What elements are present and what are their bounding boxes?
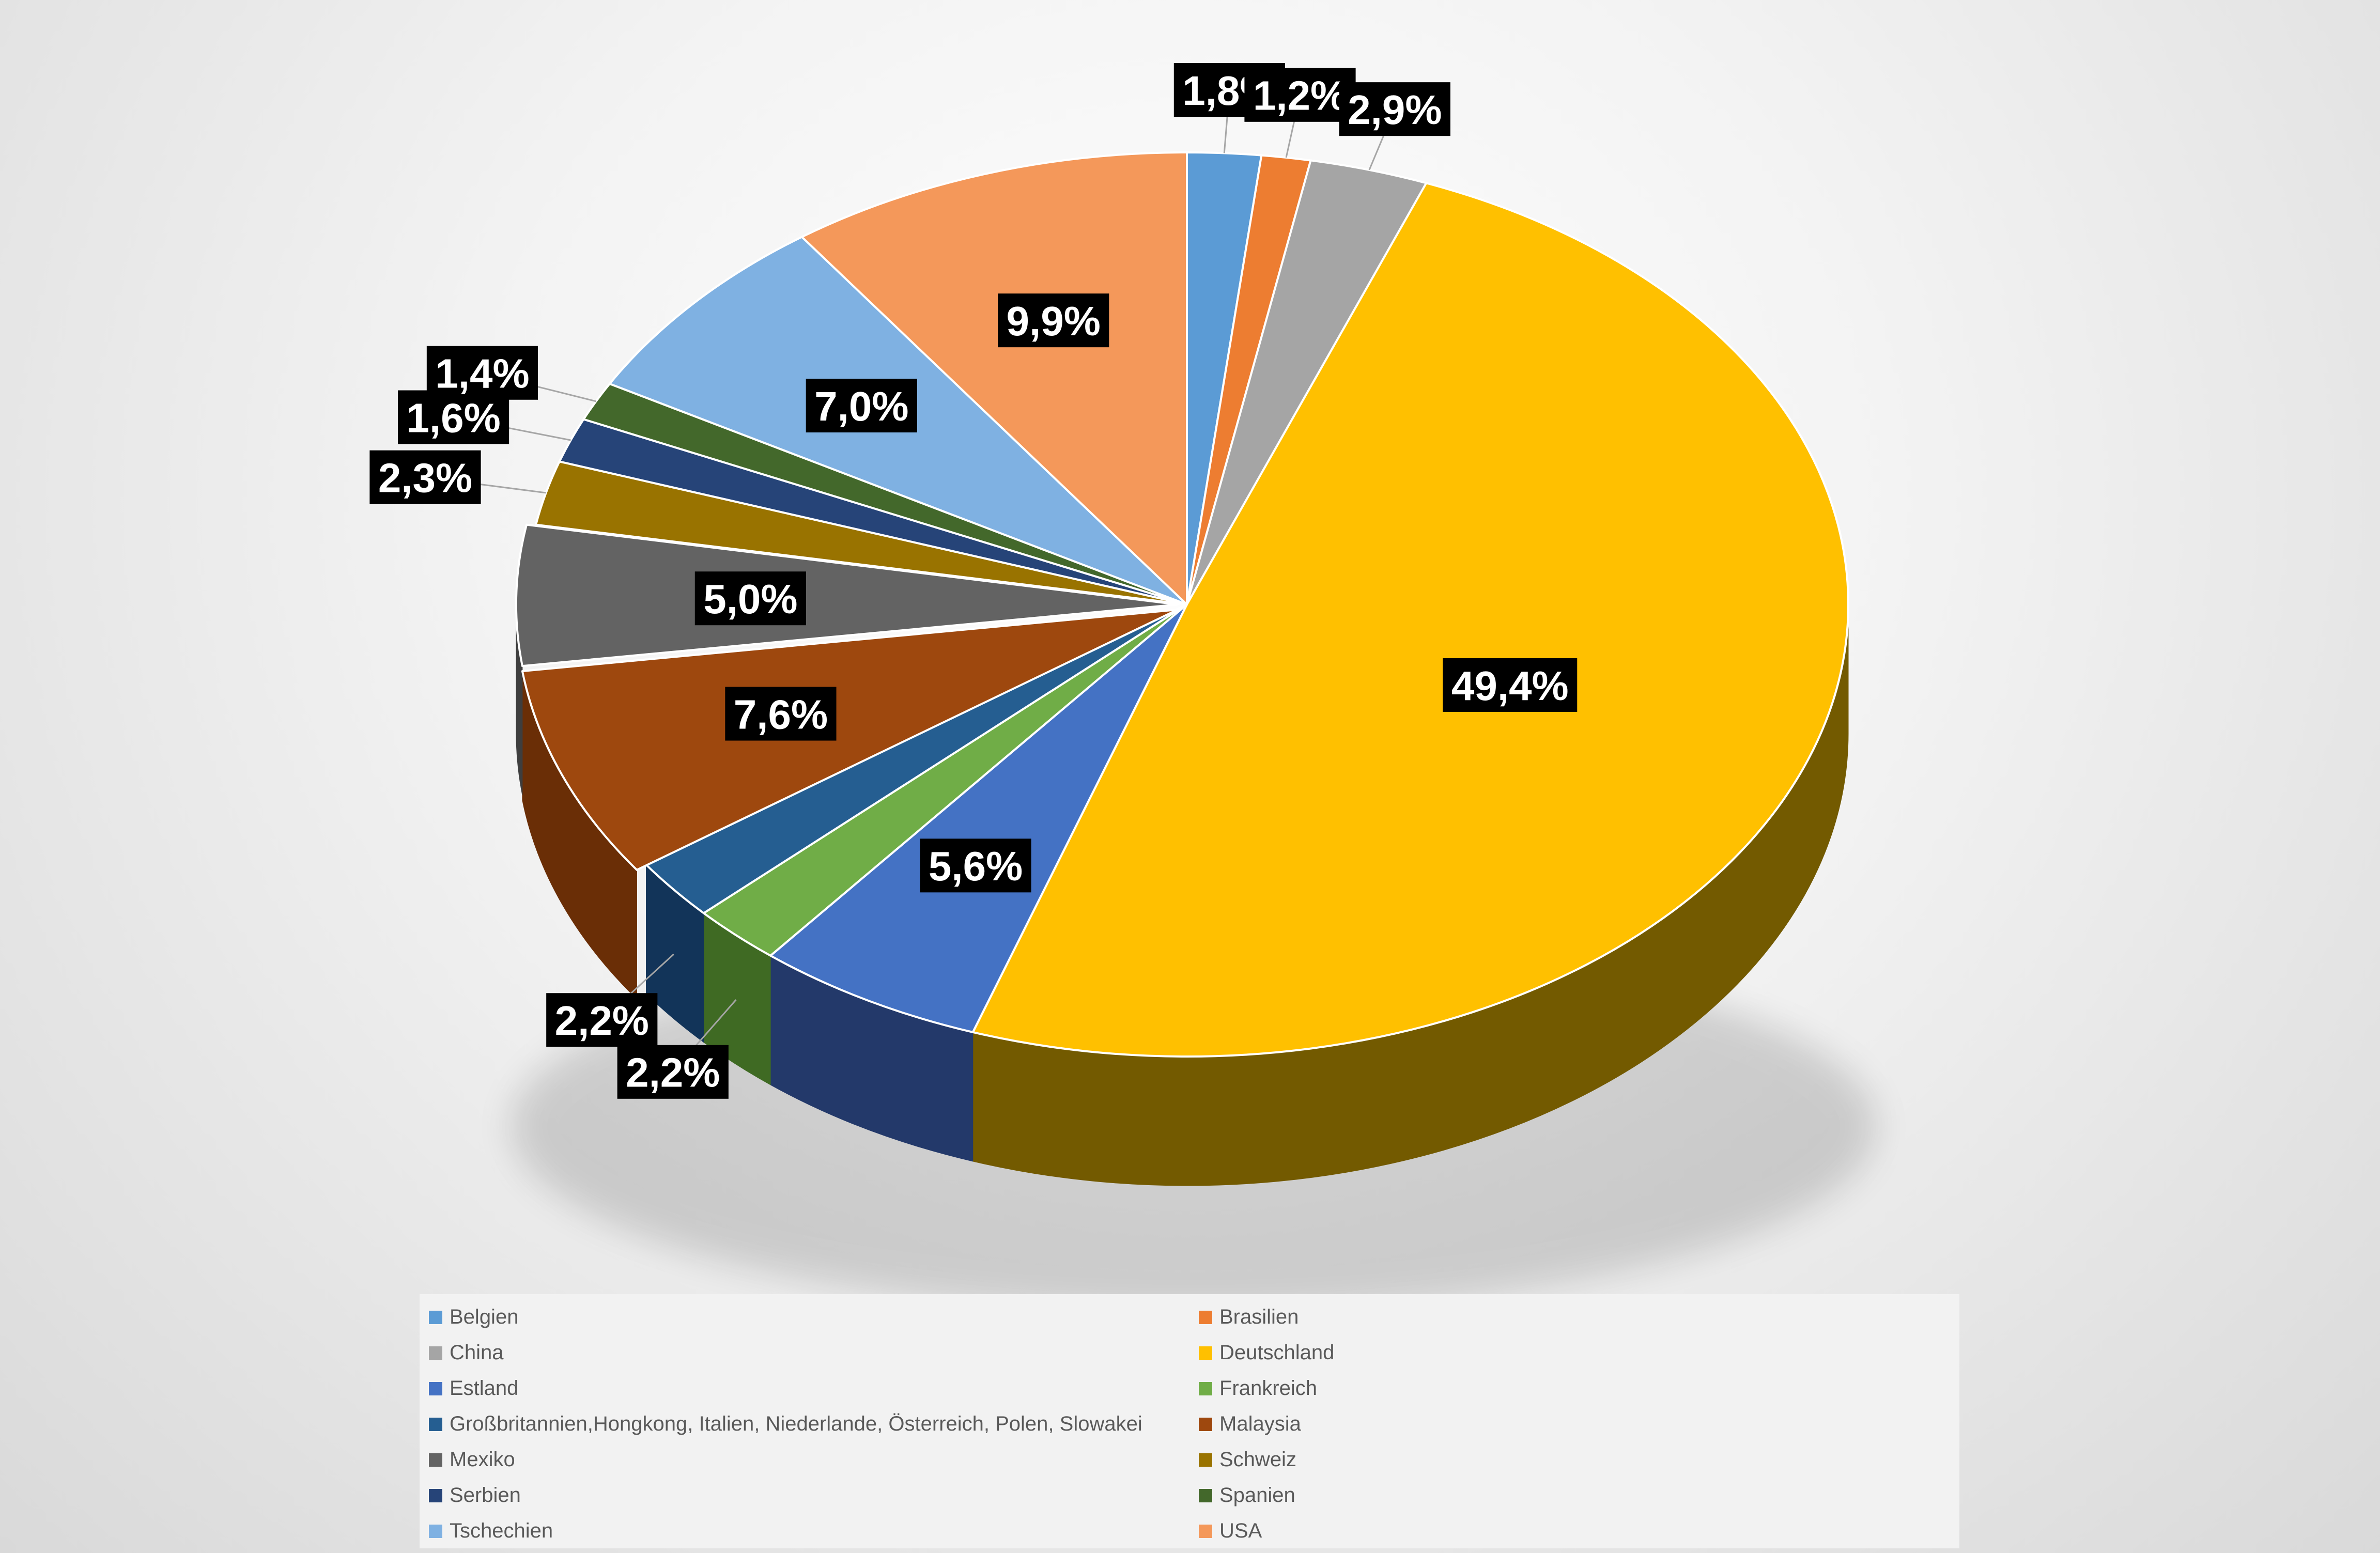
data-label-frankreich: 2,2% (626, 1050, 720, 1096)
legend-item-mexiko: Mexiko (420, 1442, 1189, 1478)
data-label-box-mexiko (694, 571, 806, 626)
pie-slice-tops (515, 151, 1850, 1058)
data-label-box-schweiz (369, 450, 481, 504)
legend-swatch-icon (429, 1381, 442, 1395)
legend-swatch-icon (429, 1310, 442, 1324)
legend-label: China (450, 1341, 504, 1364)
legend-swatch-icon (1199, 1453, 1212, 1467)
legend-label: Estland (450, 1377, 519, 1400)
pie-slice-estland (769, 603, 1188, 1033)
data-label-box-china (1339, 82, 1450, 136)
pie-slice-mexiko (515, 523, 1179, 667)
data-label-box-spanien (426, 346, 538, 400)
legend-item-frankreich: Frankreich (1189, 1371, 1959, 1406)
legend-item-schweiz: Schweiz (1189, 1442, 1959, 1478)
data-label-box-gro-britannien-hongkong-italien-niederlande-o-sterreich-polen-slowakei (546, 993, 658, 1047)
legend-item-serbien: Serbien (420, 1478, 1189, 1513)
legend-swatch-icon (429, 1524, 442, 1538)
legend-swatch-icon (1199, 1381, 1212, 1395)
data-label-serbien: 1,6% (406, 395, 500, 441)
legend-item-malaysia: Malaysia (1189, 1406, 1959, 1442)
legend-swatch-icon (429, 1488, 442, 1502)
legend-swatch-icon (1199, 1417, 1212, 1431)
chart-legend: Belgien Brasilien China Deutschland Estland F… (420, 1294, 1959, 1548)
data-label-estland: 5,6% (929, 843, 1023, 889)
legend-label: Großbritannien,Hongkong, Italien, Nieder… (450, 1412, 1142, 1435)
legend-swatch-icon (1199, 1524, 1212, 1538)
legend-swatch-icon (1199, 1488, 1212, 1502)
legend-label: USA (1219, 1519, 1262, 1542)
legend-item-gro-britannien-hongkong-italien-niederlande-o-sterreich-polen-slowakei: Großbritannien,Hongkong, Italien, Nieder… (420, 1406, 1189, 1442)
data-label-malaysia: 7,6% (734, 691, 828, 737)
data-label-spanien: 1,4% (435, 351, 529, 397)
legend-item-brasilien: Brasilien (1189, 1299, 1959, 1335)
legend-swatch-icon (429, 1346, 442, 1360)
legend-label: Spanien (1219, 1484, 1295, 1507)
legend-label: Serbien (450, 1484, 521, 1507)
pie-slice-usa (800, 151, 1188, 605)
data-label-brasilien: 1,2% (1253, 73, 1347, 119)
data-label-box-tschechien (806, 379, 917, 433)
legend-label: Deutschland (1219, 1341, 1335, 1364)
pie-slice-malaysia (521, 609, 1179, 871)
data-label-box-usa (998, 293, 1109, 348)
data-label-deutschland: 49,4% (1451, 663, 1569, 709)
legend-swatch-icon (1199, 1310, 1212, 1324)
data-label-china: 2,9% (1348, 87, 1442, 133)
legend-label: Belgien (450, 1306, 519, 1328)
pie-side-walls (516, 604, 1849, 1186)
legend-swatch-icon (1199, 1346, 1212, 1360)
data-label-gro-britannien-hongkong-italien-niederlande-o-sterreich-polen-slowakei: 2,2% (555, 998, 649, 1044)
legend-label: Schweiz (1219, 1448, 1296, 1471)
pie-slice-deutschland (971, 182, 1850, 1058)
data-label-box-estland (920, 838, 1031, 893)
data-label-box-deutschland (1443, 658, 1578, 712)
legend-item-deutschland: Deutschland (1189, 1335, 1959, 1371)
data-label-box-frankreich (617, 1045, 729, 1099)
data-label-usa: 9,9% (1007, 298, 1101, 344)
legend-item-spanien: Spanien (1189, 1478, 1959, 1513)
legend-swatch-icon (429, 1453, 442, 1467)
data-label-schweiz: 2,3% (378, 455, 472, 501)
legend-swatch-icon (429, 1417, 442, 1431)
legend-label: Tschechien (450, 1519, 553, 1542)
legend-label: Brasilien (1219, 1306, 1299, 1328)
data-label-box-malaysia (725, 687, 837, 741)
legend-item-tschechien: Tschechien (420, 1513, 1189, 1549)
legend-item-estland: Estland (420, 1371, 1189, 1406)
legend-item-china: China (420, 1335, 1189, 1371)
legend-item-usa: USA (1189, 1513, 1959, 1549)
data-label-box-brasilien (1244, 68, 1356, 122)
data-labels: 1,8%1,2% 2,9%49,4%5,6%2,2%2,2%7,6%5,0%2,3… (369, 63, 1578, 1099)
data-label-mexiko: 5,0% (703, 576, 797, 622)
data-label-tschechien: 7,0% (814, 383, 908, 429)
legend-label: Malaysia (1219, 1412, 1301, 1435)
legend-label: Mexiko (450, 1448, 515, 1471)
legend-item-belgien: Belgien (420, 1299, 1189, 1335)
legend-label: Frankreich (1219, 1377, 1317, 1400)
